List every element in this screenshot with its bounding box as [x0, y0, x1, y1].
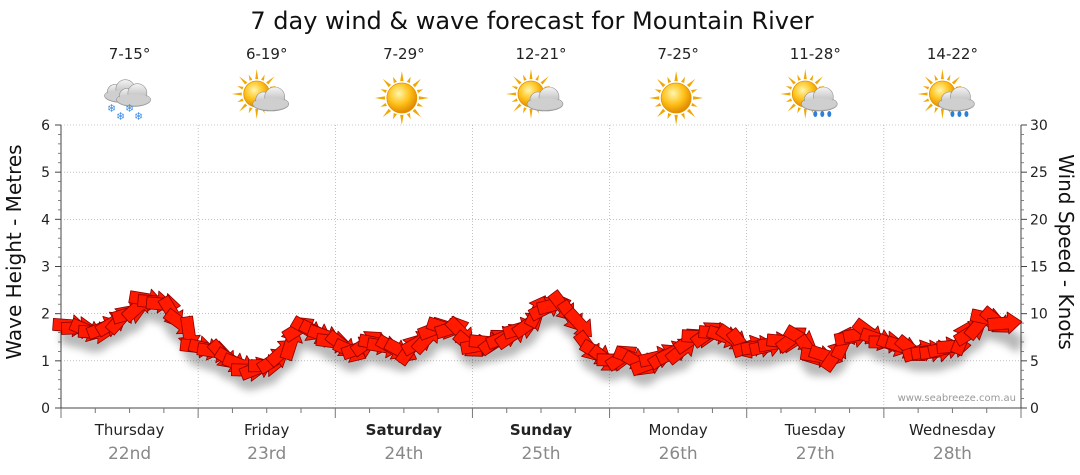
sun-rays — [649, 71, 704, 125]
right-tick-label: 25 — [1030, 165, 1048, 181]
day-date-label: 28th — [933, 444, 972, 464]
temperature-label: 11-28° — [790, 45, 841, 63]
day-name-label: Saturday — [366, 421, 443, 439]
day-date-label: 23rd — [247, 444, 286, 464]
left-tick-label: 5 — [41, 165, 50, 181]
day-date-label: 22nd — [108, 444, 151, 464]
sun-icon — [649, 71, 704, 125]
cloud-shape — [116, 83, 151, 107]
wind-arrow — [987, 311, 1023, 335]
sun-cloud-rain-icon — [917, 69, 975, 119]
sun-rays — [374, 71, 429, 125]
right-tick-label: 0 — [1030, 401, 1039, 417]
day-name-label: Wednesday — [909, 421, 996, 439]
rain-drop — [813, 111, 818, 117]
right-tick-label: 30 — [1030, 118, 1048, 134]
rain-drop — [827, 111, 832, 117]
cloud-shape — [252, 86, 290, 112]
left-tick-label: 3 — [41, 260, 50, 276]
snowflake: ❄ — [107, 102, 116, 115]
rain-drop — [964, 111, 969, 117]
left-tick-label: 0 — [41, 401, 50, 417]
credit-text: www.seabreeze.com.au — [898, 393, 1016, 404]
cloud-shape — [526, 86, 564, 112]
day-date-label: 25th — [521, 444, 560, 464]
sun-icon — [374, 71, 429, 125]
sun-disc — [660, 82, 692, 114]
right-tick-label: 20 — [1030, 212, 1048, 228]
day-name-label: Thursday — [94, 421, 165, 439]
temperature-label: 14-22° — [927, 45, 978, 63]
sun-cloud-icon — [506, 69, 564, 119]
day-name-label: Friday — [244, 421, 290, 439]
sun-disc — [386, 82, 418, 114]
right-tick-label: 10 — [1030, 307, 1048, 323]
rain-drop — [820, 111, 825, 117]
left-tick-label: 4 — [41, 212, 50, 228]
temperature-label: 7-15° — [109, 45, 151, 63]
right-axis-title: Wind Speed - Knots — [1054, 154, 1078, 350]
wind-series — [52, 288, 1023, 382]
rain-drop — [957, 111, 962, 117]
snowflake: ❄ — [116, 110, 125, 123]
temperature-label: 12-21° — [515, 45, 566, 63]
left-axis-ticks: 0 1 2 3 4 5 6 — [41, 118, 61, 417]
right-tick-label: 5 — [1030, 354, 1039, 370]
left-tick-label: 1 — [41, 354, 50, 370]
temperature-label: 7-25° — [657, 45, 699, 63]
day-date-label: 27th — [796, 444, 835, 464]
snowflake: ❄ — [134, 110, 143, 123]
day-date-label: 24th — [384, 444, 423, 464]
right-tick-label: 15 — [1030, 260, 1048, 276]
left-tick-label: 6 — [41, 118, 50, 134]
day-date-label: 26th — [659, 444, 698, 464]
temperature-label: 7-29° — [383, 45, 425, 63]
temperature-label: 6-19° — [246, 45, 288, 63]
chart-title: 7 day wind & wave forecast for Mountain … — [250, 7, 813, 35]
day-name-label: Sunday — [510, 421, 573, 439]
weather-row: 7-15°❄ ❄❄ ❄6-19° 7-29° 12-21° 7-25° 11-28° 14-2… — [104, 45, 978, 125]
cloud-snow-icon: ❄ ❄❄ ❄ — [104, 79, 151, 123]
right-axis-ticks: 0 5 10 15 20 25 30 — [1021, 118, 1048, 417]
left-tick-label: 2 — [41, 307, 50, 323]
cloud-shape — [938, 86, 975, 112]
day-name-label: Monday — [649, 421, 708, 439]
sun-cloud-icon — [231, 69, 290, 119]
left-axis-title: Wave Height - Metres — [2, 144, 26, 359]
sun-cloud-rain-icon — [780, 69, 838, 119]
day-labels: Thursday 22nd Friday 23rd Saturday 24th Sunday… — [94, 421, 996, 464]
cloud-shape — [800, 86, 838, 112]
day-name-label: Tuesday — [784, 421, 846, 439]
rain-drop — [950, 111, 955, 117]
snowflake: ❄ — [125, 102, 134, 115]
